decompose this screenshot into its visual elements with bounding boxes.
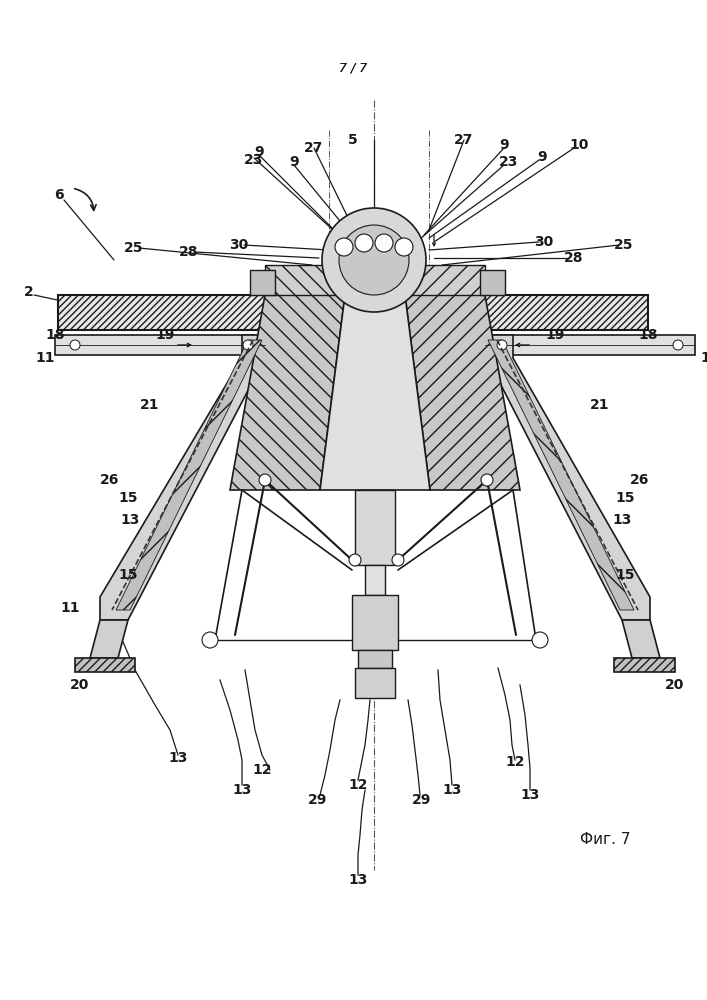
Text: 9: 9 <box>537 150 547 164</box>
Text: 27: 27 <box>304 141 324 155</box>
Text: 9: 9 <box>289 155 299 169</box>
Circle shape <box>375 234 393 252</box>
Polygon shape <box>614 658 675 672</box>
Circle shape <box>202 632 218 648</box>
Text: 29: 29 <box>308 793 327 807</box>
Text: 9: 9 <box>255 145 264 159</box>
Text: 13: 13 <box>168 751 187 765</box>
Polygon shape <box>487 335 650 620</box>
Text: 28: 28 <box>180 245 199 259</box>
Text: 23: 23 <box>499 155 519 169</box>
Polygon shape <box>58 295 648 330</box>
Circle shape <box>532 632 548 648</box>
Text: 29: 29 <box>412 793 432 807</box>
Text: 13: 13 <box>120 513 140 527</box>
Polygon shape <box>405 265 485 295</box>
Circle shape <box>395 238 413 256</box>
Text: 19: 19 <box>156 328 175 342</box>
Circle shape <box>481 474 493 486</box>
Bar <box>352 595 398 650</box>
Circle shape <box>349 554 361 566</box>
Circle shape <box>355 234 373 252</box>
Polygon shape <box>250 270 275 295</box>
Text: 5: 5 <box>348 133 358 147</box>
Text: 23: 23 <box>245 153 264 167</box>
Text: 13: 13 <box>520 788 539 802</box>
Text: 30: 30 <box>534 235 554 249</box>
Text: 6: 6 <box>54 188 64 202</box>
Text: 18: 18 <box>638 328 658 342</box>
Text: 2: 2 <box>24 285 34 299</box>
Polygon shape <box>488 340 634 610</box>
Text: 30: 30 <box>229 238 249 252</box>
Polygon shape <box>480 270 505 295</box>
Text: 10: 10 <box>569 138 589 152</box>
Text: 25: 25 <box>124 241 144 255</box>
Text: 11: 11 <box>35 351 54 365</box>
Text: 20: 20 <box>70 678 90 692</box>
Text: 13: 13 <box>233 783 252 797</box>
Bar <box>55 335 265 355</box>
Text: Фиг. 7: Фиг. 7 <box>580 832 630 848</box>
Text: 21: 21 <box>140 398 160 412</box>
Polygon shape <box>405 295 520 490</box>
Text: 12: 12 <box>252 763 271 777</box>
Text: 13: 13 <box>349 873 368 887</box>
Circle shape <box>497 340 507 350</box>
Text: 12: 12 <box>349 778 368 792</box>
Polygon shape <box>265 265 345 295</box>
Polygon shape <box>100 335 265 620</box>
Circle shape <box>673 340 683 350</box>
Text: 21: 21 <box>590 398 609 412</box>
Polygon shape <box>230 295 345 490</box>
Text: 27: 27 <box>455 133 474 147</box>
Text: 15: 15 <box>118 568 138 582</box>
Text: 26: 26 <box>100 473 119 487</box>
Bar <box>355 668 395 698</box>
Text: 11: 11 <box>60 601 80 615</box>
Text: 7 / 7: 7 / 7 <box>339 62 367 75</box>
Text: 18: 18 <box>45 328 65 342</box>
Text: 25: 25 <box>614 238 633 252</box>
Polygon shape <box>90 620 128 658</box>
Bar <box>355 490 395 565</box>
Bar <box>485 335 695 355</box>
Circle shape <box>392 554 404 566</box>
Text: 12: 12 <box>506 755 525 769</box>
Text: 13: 13 <box>443 783 462 797</box>
Circle shape <box>243 340 253 350</box>
Text: 15: 15 <box>118 491 138 505</box>
Polygon shape <box>116 340 262 610</box>
Circle shape <box>322 208 426 312</box>
Circle shape <box>259 474 271 486</box>
Bar <box>358 650 392 668</box>
Text: 7 / 7: 7 / 7 <box>339 62 367 75</box>
Text: 15: 15 <box>615 491 635 505</box>
Circle shape <box>70 340 80 350</box>
Bar <box>365 565 385 595</box>
Text: 20: 20 <box>665 678 684 692</box>
Text: 11: 11 <box>700 351 707 365</box>
Circle shape <box>335 238 353 256</box>
Text: 13: 13 <box>612 513 631 527</box>
Polygon shape <box>320 295 430 490</box>
Text: 19: 19 <box>545 328 565 342</box>
Text: 28: 28 <box>564 251 584 265</box>
Polygon shape <box>622 620 660 658</box>
Text: 26: 26 <box>631 473 650 487</box>
Text: 15: 15 <box>615 568 635 582</box>
Text: 9: 9 <box>499 138 509 152</box>
Polygon shape <box>75 658 135 672</box>
Circle shape <box>339 225 409 295</box>
